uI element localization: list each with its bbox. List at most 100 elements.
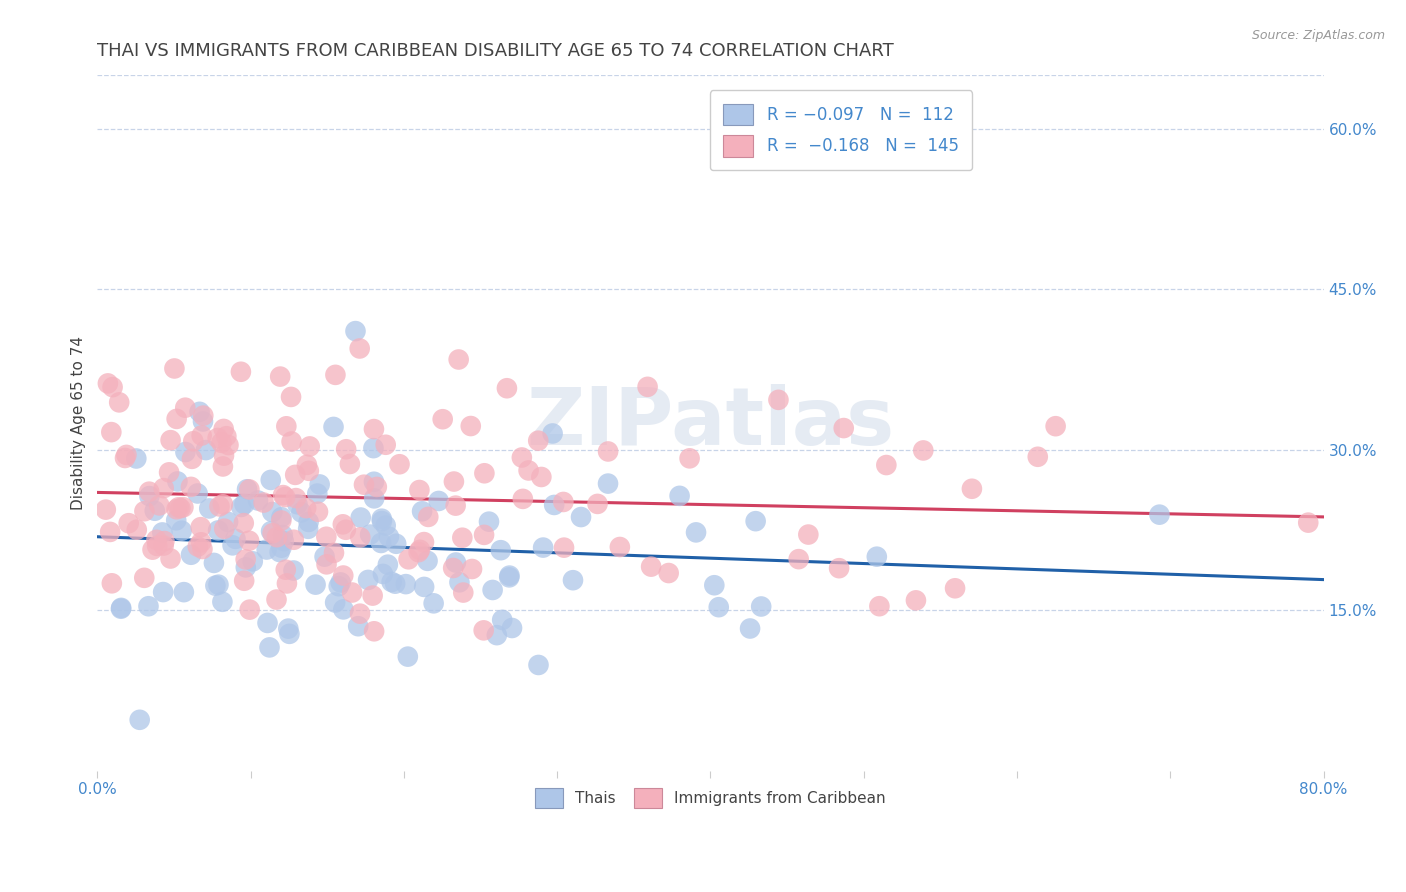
Point: [159, 551, 181, 566]
Point: [489, 543, 512, 558]
Point: [553, 541, 575, 555]
Point: [416, 554, 439, 568]
Point: [491, 613, 513, 627]
Point: [283, 533, 305, 547]
Point: [169, 501, 191, 516]
Point: [315, 558, 337, 572]
Point: [212, 497, 235, 511]
Y-axis label: Disability Age 65 to 74: Disability Age 65 to 74: [72, 336, 86, 510]
Point: [350, 510, 373, 524]
Point: [323, 546, 346, 560]
Point: [363, 475, 385, 489]
Point: [349, 342, 371, 356]
Point: [212, 459, 235, 474]
Point: [284, 467, 307, 482]
Point: [828, 561, 851, 575]
Point: [1149, 508, 1171, 522]
Point: [290, 505, 312, 519]
Point: [322, 420, 344, 434]
Point: [152, 481, 174, 495]
Point: [138, 489, 160, 503]
Point: [224, 532, 246, 546]
Point: [314, 549, 336, 564]
Point: [163, 361, 186, 376]
Point: [335, 523, 357, 537]
Point: [444, 499, 467, 513]
Point: [340, 585, 363, 599]
Point: [202, 556, 225, 570]
Point: [271, 528, 294, 542]
Point: [749, 599, 772, 614]
Point: [212, 449, 235, 463]
Point: [357, 573, 380, 587]
Point: [349, 607, 371, 621]
Point: [866, 549, 889, 564]
Point: [325, 368, 347, 382]
Point: [266, 530, 288, 544]
Point: [411, 504, 433, 518]
Point: [101, 576, 124, 591]
Point: [374, 518, 396, 533]
Point: [332, 517, 354, 532]
Point: [269, 369, 291, 384]
Point: [276, 419, 298, 434]
Point: [441, 561, 464, 575]
Point: [232, 516, 254, 530]
Point: [640, 559, 662, 574]
Point: [498, 568, 520, 582]
Point: [787, 552, 810, 566]
Point: [153, 534, 176, 549]
Point: [685, 525, 707, 540]
Point: [146, 539, 169, 553]
Point: [868, 599, 890, 614]
Point: [165, 513, 187, 527]
Point: [187, 540, 209, 554]
Legend: Thais, Immigrants from Caribbean: Thais, Immigrants from Caribbean: [527, 780, 893, 815]
Point: [359, 527, 381, 541]
Point: [145, 533, 167, 547]
Point: [193, 409, 215, 423]
Point: [427, 494, 450, 508]
Point: [422, 596, 444, 610]
Point: [208, 500, 231, 514]
Point: [115, 448, 138, 462]
Point: [209, 435, 232, 450]
Point: [371, 512, 394, 526]
Point: [262, 505, 284, 519]
Point: [658, 566, 681, 580]
Point: [191, 414, 214, 428]
Point: [273, 534, 295, 549]
Point: [134, 504, 156, 518]
Point: [284, 491, 307, 505]
Point: [384, 576, 406, 591]
Point: [308, 477, 330, 491]
Point: [207, 431, 229, 445]
Point: [344, 324, 367, 338]
Point: [174, 401, 197, 415]
Point: [339, 457, 361, 471]
Point: [531, 541, 554, 555]
Point: [512, 491, 534, 506]
Point: [832, 421, 855, 435]
Point: [233, 574, 256, 588]
Point: [283, 564, 305, 578]
Text: Source: ZipAtlas.com: Source: ZipAtlas.com: [1251, 29, 1385, 42]
Text: THAI VS IMMIGRANTS FROM CARIBBEAN DISABILITY AGE 65 TO 74 CORRELATION CHART: THAI VS IMMIGRANTS FROM CARIBBEAN DISABI…: [97, 42, 894, 60]
Point: [280, 390, 302, 404]
Point: [181, 434, 204, 449]
Point: [125, 523, 148, 537]
Point: [100, 425, 122, 439]
Point: [187, 486, 209, 500]
Point: [252, 495, 274, 509]
Point: [447, 352, 470, 367]
Point: [190, 535, 212, 549]
Point: [472, 528, 495, 542]
Point: [396, 649, 419, 664]
Point: [260, 473, 283, 487]
Point: [335, 442, 357, 457]
Point: [269, 545, 291, 559]
Point: [204, 579, 226, 593]
Point: [150, 525, 173, 540]
Point: [443, 475, 465, 489]
Point: [125, 451, 148, 466]
